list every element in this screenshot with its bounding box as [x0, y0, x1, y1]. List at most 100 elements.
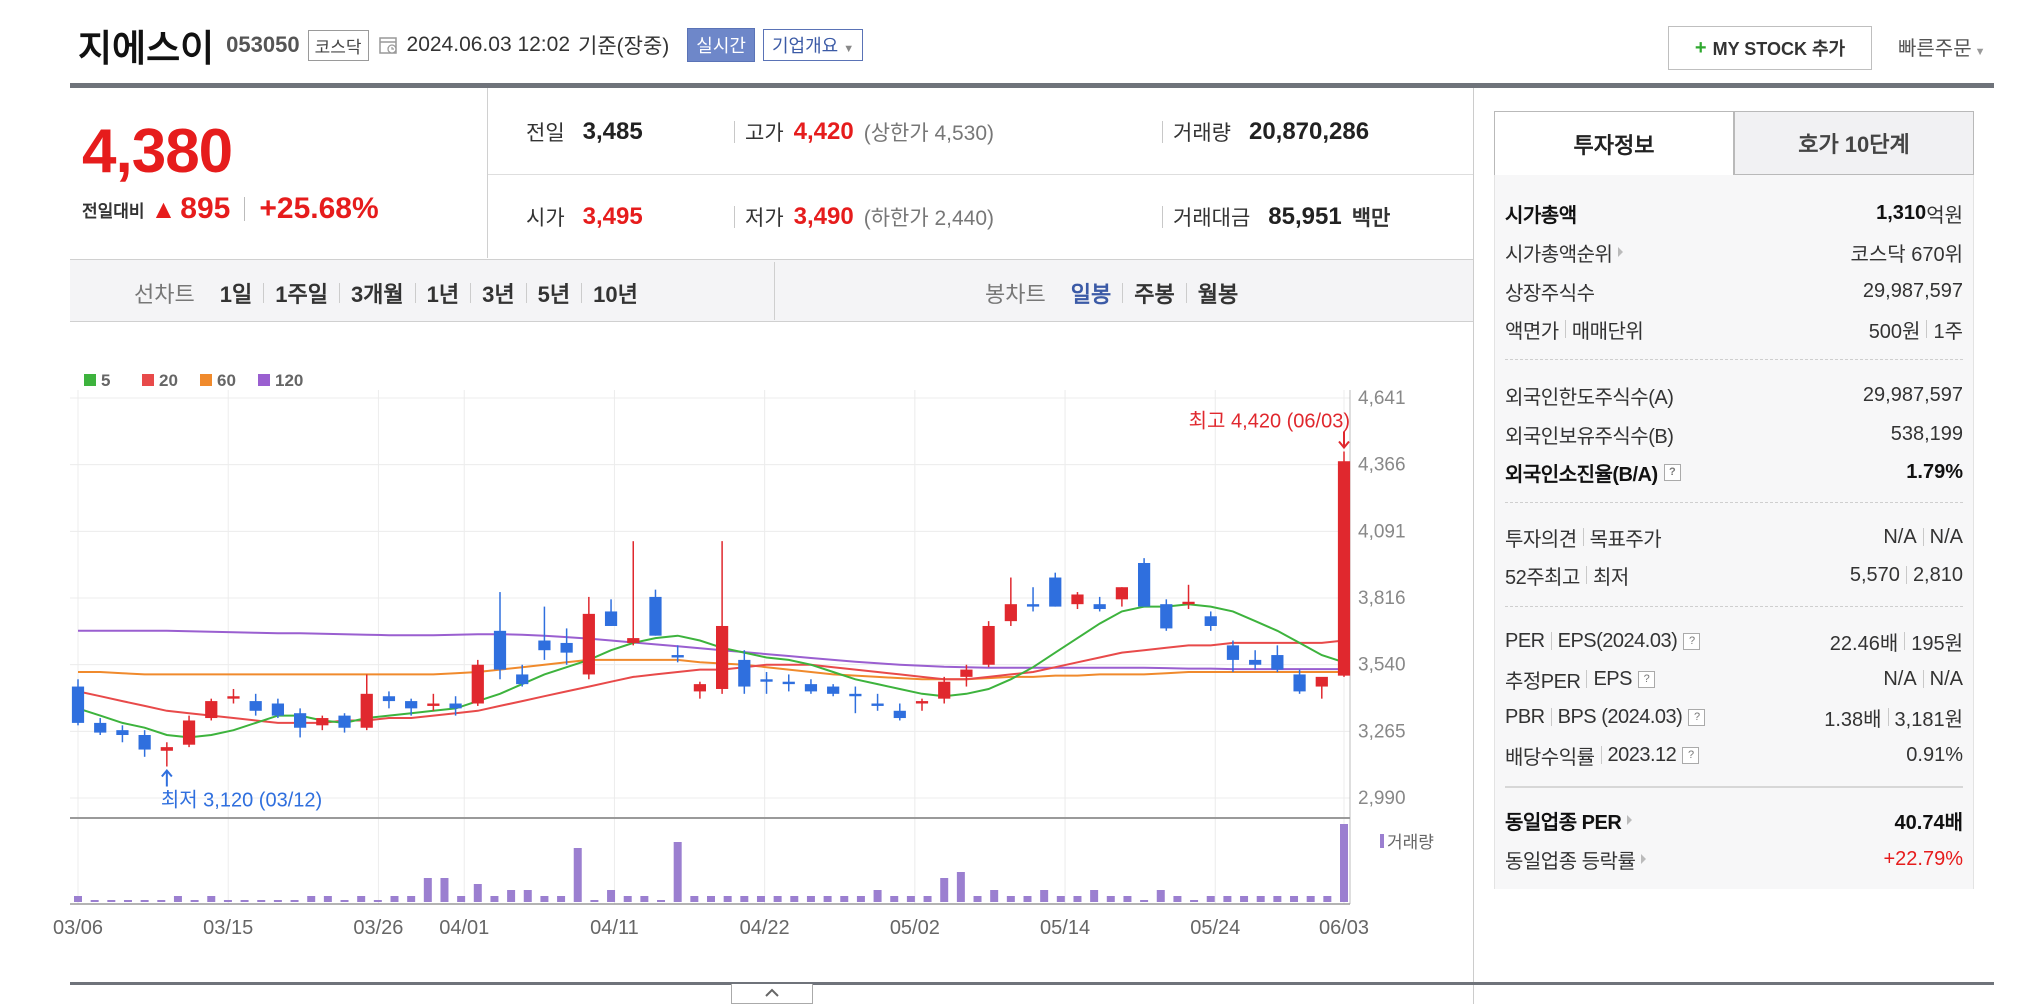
help-icon[interactable]: ?: [1637, 670, 1655, 688]
divider: [244, 197, 246, 221]
volume-bar: [607, 890, 616, 902]
candle-body: [1115, 587, 1129, 600]
legend-label: 20: [159, 371, 178, 390]
volume-bar: [207, 896, 216, 902]
divider: [734, 121, 735, 143]
quote-basis: 기준(장중): [578, 35, 670, 58]
row-sector-per[interactable]: 동일업종 PER 40.74배: [1505, 801, 1963, 839]
candle-body: [671, 655, 684, 658]
tab-3y[interactable]: 3년: [482, 282, 515, 307]
market-cap-label: 시가총액: [1505, 204, 1577, 227]
candle-chart-tabs: 봉차트 일봉 주봉 월봉: [985, 277, 1238, 309]
volume-bar: [856, 896, 865, 902]
tab-1d[interactable]: 1일: [219, 282, 253, 307]
row-est-per: 추정PER EPS? N/A N/A: [1505, 660, 1963, 698]
candle-body: [405, 701, 418, 709]
market-cap-rank-value: 코스닥 670위: [1850, 243, 1963, 266]
tab-3m[interactable]: 3개월: [350, 282, 404, 307]
52w-low-value: 2,810: [1912, 563, 1963, 586]
candle-body: [938, 681, 951, 699]
volume-bar: [357, 896, 366, 902]
market-cap-rank-label: 시가총액순위: [1505, 243, 1613, 266]
volume-bar: [1306, 896, 1315, 902]
quick-order-button[interactable]: 빠른주문 ▼: [1898, 32, 1986, 61]
realtime-badge: 실시간: [687, 28, 755, 62]
volume-bar: [956, 872, 965, 902]
x-tick-label: 06/03: [1319, 917, 1369, 934]
candle-body: [94, 722, 107, 733]
corp-overview-button[interactable]: 기업개요 ▼: [762, 29, 864, 61]
candle-body: [293, 713, 307, 728]
divider: [525, 283, 527, 303]
y-tick-label: 3,540: [1358, 655, 1406, 676]
candle-body: [382, 696, 396, 702]
candle-body: [604, 611, 618, 626]
candle-body: [1204, 616, 1217, 626]
plus-icon: +: [1694, 36, 1707, 59]
divider: [1922, 528, 1924, 546]
row-opinion: 투자의견 목표주가 N/A N/A: [1505, 518, 1963, 556]
volume-legend-swatch: [1380, 834, 1384, 848]
legend-label: 120: [275, 371, 303, 390]
help-icon[interactable]: ?: [1663, 463, 1681, 481]
help-icon[interactable]: ?: [1682, 746, 1700, 764]
caret-right-icon: [1627, 815, 1633, 825]
opinion-label: 투자의견: [1505, 528, 1577, 551]
candle-body: [982, 625, 995, 665]
divider: [1585, 566, 1587, 584]
change-value: 895: [180, 192, 231, 225]
help-icon[interactable]: ?: [1683, 632, 1701, 650]
help-icon[interactable]: ?: [1688, 708, 1706, 726]
row-face-value: 액면가 매매단위 500원 1주: [1505, 310, 1963, 348]
volume-bar: [1240, 896, 1249, 902]
volume-bar: [1040, 890, 1049, 902]
tab-invest-info[interactable]: 투자정보: [1494, 111, 1734, 175]
collapse-button[interactable]: [731, 984, 813, 1004]
per-label: PER: [1505, 629, 1545, 652]
trade-unit-value: 1주: [1933, 320, 1963, 343]
low-annotation: 최저 3,120 (03/12): [161, 789, 322, 812]
candle-body: [893, 710, 906, 719]
tab-daily[interactable]: 일봉: [1070, 282, 1112, 307]
caret-right-icon: [1618, 247, 1624, 257]
divider: [1926, 320, 1928, 338]
volume-bar: [906, 896, 915, 902]
divider: [1550, 632, 1552, 650]
52w-high-value: 5,570: [1849, 563, 1900, 586]
candle-body: [227, 696, 240, 699]
tab-monthly[interactable]: 월봉: [1197, 282, 1239, 307]
row-sector-change[interactable]: 동일업종 등락률 +22.79%: [1505, 840, 1963, 878]
candle-body: [1004, 604, 1017, 622]
candle-body: [738, 659, 751, 687]
tab-5y[interactable]: 5년: [537, 282, 571, 307]
volume-bar: [190, 900, 199, 902]
tab-weekly[interactable]: 주봉: [1134, 282, 1175, 307]
est-per-label: 추정PER: [1505, 670, 1581, 693]
dividend-label: 배당수익률: [1505, 746, 1595, 769]
high-arrow-icon: [1338, 431, 1350, 450]
tab-1w[interactable]: 1주일: [275, 282, 328, 307]
prev-label: 전일: [526, 122, 565, 145]
opinion-value: N/A: [1883, 525, 1917, 548]
my-stock-add-button[interactable]: + MY STOCK 추가: [1668, 26, 1872, 70]
tab-10y[interactable]: 10년: [593, 282, 638, 307]
volume-bar: [257, 900, 266, 902]
dividend-period: 2023.12: [1607, 743, 1677, 766]
volume-bar: [707, 896, 715, 902]
row-market-cap-rank[interactable]: 시가총액순위 코스닥 670위: [1505, 233, 1963, 271]
candle-body: [582, 613, 595, 675]
candle-body: [804, 684, 818, 692]
tab-1y[interactable]: 1년: [426, 282, 460, 307]
candle-body: [116, 730, 129, 736]
52w-high-label: 52주최고: [1505, 566, 1580, 589]
plot-area: [70, 390, 1360, 802]
volume-bar: [507, 890, 516, 902]
volume-bar: [74, 896, 82, 902]
volume-bar: [457, 896, 466, 902]
volume-legend-label: 거래량: [1387, 833, 1434, 852]
listed-shares-value: 29,987,597: [1862, 279, 1963, 302]
quote-low: 저가 3,490 (하한가 2,440): [734, 202, 994, 232]
tab-order-book[interactable]: 호가 10단계: [1734, 111, 1974, 175]
quote-amount: 거래대금 85,951 백만: [1162, 202, 1390, 232]
row-dividend: 배당수익률 2023.12? 0.91%: [1505, 736, 1963, 774]
